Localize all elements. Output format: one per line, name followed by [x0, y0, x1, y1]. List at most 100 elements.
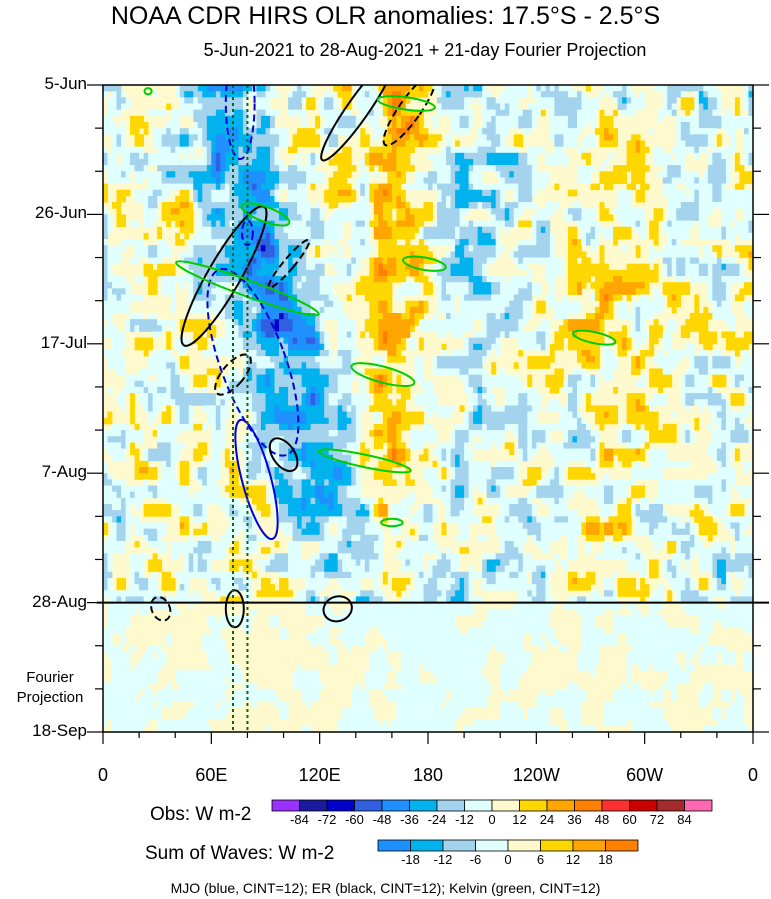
- anomaly-cell: [170, 171, 176, 178]
- anomaly-cell: [202, 337, 208, 345]
- anomaly-cell: [387, 725, 393, 732]
- anomaly-cell: [251, 695, 257, 702]
- anomaly-cell: [112, 491, 117, 499]
- anomaly-cell: [130, 571, 135, 579]
- anomaly-cell: [211, 682, 217, 690]
- anomaly-cell: [148, 183, 154, 191]
- anomaly-cell: [360, 171, 366, 178]
- anomaly-cell: [400, 442, 406, 449]
- anomaly-cell: [202, 386, 208, 394]
- anomaly-cell: [116, 214, 122, 221]
- anomaly-cell: [188, 596, 194, 603]
- anomaly-cell: [247, 627, 253, 634]
- anomaly-cell: [260, 134, 266, 141]
- anomaly-cell: [121, 294, 126, 302]
- anomaly-cell: [179, 719, 185, 727]
- anomaly-cell: [301, 565, 307, 573]
- anomaly-cell: [260, 195, 266, 203]
- anomaly-cell: [179, 189, 185, 197]
- anomaly-cell: [238, 152, 244, 160]
- anomaly-cell: [170, 553, 176, 560]
- anomaly-cell: [134, 725, 140, 732]
- anomaly-cell: [283, 405, 289, 412]
- anomaly-cell: [148, 707, 154, 714]
- anomaly-cell: [364, 528, 370, 536]
- anomaly-cell: [170, 146, 176, 154]
- anomaly-cell: [337, 430, 343, 437]
- anomaly-cell: [346, 725, 352, 732]
- anomaly-cell: [301, 571, 307, 579]
- anomaly-cell: [215, 183, 221, 191]
- anomaly-cell: [391, 177, 397, 184]
- anomaly-cell: [107, 565, 113, 573]
- anomaly-cell: [256, 442, 262, 449]
- anomaly-cell: [382, 479, 388, 486]
- anomaly-cell: [319, 368, 325, 376]
- anomaly-cell: [409, 146, 415, 154]
- anomaly-cell: [306, 356, 312, 363]
- anomaly-cell: [337, 245, 343, 252]
- anomaly-cell: [409, 257, 415, 265]
- anomaly-cell: [405, 608, 411, 616]
- anomaly-cell: [400, 448, 406, 456]
- anomaly-cell: [301, 97, 307, 104]
- anomaly-cell: [175, 121, 181, 129]
- anomaly-cell: [161, 356, 167, 363]
- anomaly-cell: [360, 565, 366, 573]
- anomaly-cell: [387, 614, 393, 622]
- anomaly-cell: [355, 577, 361, 585]
- anomaly-cell: [270, 319, 275, 326]
- anomaly-cell: [369, 294, 375, 302]
- anomaly-cell: [355, 91, 361, 98]
- anomaly-cell: [134, 707, 140, 714]
- anomaly-cell: [373, 676, 379, 684]
- anomaly-cell: [229, 171, 235, 178]
- anomaly-cell: [175, 239, 181, 246]
- anomaly-cell: [396, 269, 402, 277]
- anomaly-cell: [310, 226, 316, 234]
- anomaly-cell: [143, 454, 149, 462]
- anomaly-cell: [274, 276, 280, 283]
- anomaly-cell: [251, 701, 257, 708]
- anomaly-cell: [229, 547, 235, 554]
- anomaly-cell: [360, 460, 366, 468]
- anomaly-cell: [251, 183, 257, 191]
- anomaly-cell: [238, 232, 244, 240]
- anomaly-cell: [229, 128, 235, 135]
- anomaly-cell: [220, 658, 226, 665]
- anomaly-cell: [382, 436, 388, 443]
- anomaly-cell: [166, 356, 172, 363]
- anomaly-cell: [382, 454, 388, 462]
- anomaly-cell: [238, 189, 244, 197]
- anomaly-cell: [328, 651, 334, 659]
- anomaly-cell: [193, 497, 199, 505]
- anomaly-cell: [215, 473, 221, 480]
- anomaly-cell: [364, 510, 370, 517]
- anomaly-cell: [247, 189, 253, 197]
- anomaly-cell: [297, 269, 303, 277]
- anomaly-cell: [274, 349, 280, 357]
- anomaly-cell: [400, 411, 406, 419]
- anomaly-cell: [139, 485, 145, 493]
- anomaly-cell: [134, 516, 140, 523]
- anomaly-cell: [274, 423, 280, 431]
- anomaly-cell: [315, 152, 321, 160]
- anomaly-cell: [274, 540, 280, 548]
- anomaly-cell: [279, 399, 284, 406]
- anomaly-cell: [346, 510, 352, 517]
- anomaly-cell: [324, 128, 330, 135]
- anomaly-cell: [103, 325, 108, 332]
- anomaly-cell: [125, 534, 131, 542]
- anomaly-cell: [306, 608, 312, 616]
- anomaly-cell: [355, 497, 361, 505]
- anomaly-cell: [315, 627, 321, 634]
- anomaly-cell: [288, 245, 293, 252]
- anomaly-cell: [409, 269, 415, 277]
- anomaly-cell: [260, 349, 266, 357]
- anomaly-cell: [279, 491, 284, 499]
- anomaly-cell: [152, 559, 158, 567]
- anomaly-cell: [382, 664, 388, 671]
- anomaly-cell: [251, 417, 257, 425]
- anomaly-cell: [360, 633, 366, 640]
- anomaly-cell: [125, 171, 131, 178]
